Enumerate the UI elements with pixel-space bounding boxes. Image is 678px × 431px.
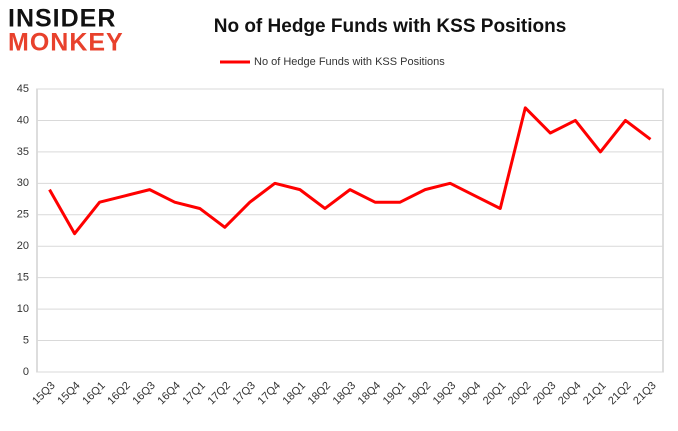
x-tick-label: 21Q2 xyxy=(606,380,634,408)
y-tick-label: 15 xyxy=(17,272,29,284)
chart-title: No of Hedge Funds with KSS Positions xyxy=(214,16,567,37)
x-tick-label: 16Q1 xyxy=(80,380,108,408)
x-tick-label: 18Q2 xyxy=(306,380,334,408)
x-tick-label: 17Q2 xyxy=(205,380,233,408)
x-tick-label: 19Q3 xyxy=(431,380,459,408)
plot-frame xyxy=(36,88,664,373)
y-tick-label: 0 xyxy=(23,366,29,378)
y-tick-label: 10 xyxy=(17,303,29,315)
x-tick-label: 21Q3 xyxy=(631,380,659,408)
y-tick-label: 5 xyxy=(23,334,29,346)
y-tick-label: 45 xyxy=(17,83,29,95)
x-tick-label: 18Q3 xyxy=(331,380,359,408)
legend-label: No of Hedge Funds with KSS Positions xyxy=(254,56,445,68)
x-tick-label: 19Q4 xyxy=(456,380,484,408)
y-tick-label: 30 xyxy=(17,177,29,189)
x-tick-label: 16Q4 xyxy=(155,380,183,408)
y-tick-label: 20 xyxy=(17,240,29,252)
y-tick-label: 25 xyxy=(17,209,29,221)
x-tick-label: 15Q3 xyxy=(30,380,58,408)
y-tick-label: 40 xyxy=(17,114,29,126)
data-line xyxy=(48,106,652,236)
x-tick-label: 16Q3 xyxy=(130,380,158,408)
x-tick-label: 20Q2 xyxy=(506,380,534,408)
x-tick-label: 20Q4 xyxy=(556,380,584,408)
x-tick-label: 19Q2 xyxy=(406,380,434,408)
x-tick-label: 18Q1 xyxy=(281,380,309,408)
logo-top: INSIDER xyxy=(8,5,116,33)
x-tick-label: 21Q1 xyxy=(581,380,609,408)
x-tick-label: 20Q1 xyxy=(481,380,509,408)
x-tick-label: 18Q4 xyxy=(356,380,384,408)
x-tick-label: 17Q3 xyxy=(230,380,258,408)
x-tick-label: 19Q1 xyxy=(381,380,409,408)
y-tick-label: 35 xyxy=(17,146,29,158)
logo-bottom: MONKEY xyxy=(8,29,124,57)
x-tick-label: 20Q3 xyxy=(531,380,559,408)
x-tick-label: 17Q4 xyxy=(256,380,284,408)
x-tick-label: 16Q2 xyxy=(105,380,133,408)
x-tick-label: 17Q1 xyxy=(180,380,208,408)
x-tick-label: 15Q4 xyxy=(55,380,83,408)
